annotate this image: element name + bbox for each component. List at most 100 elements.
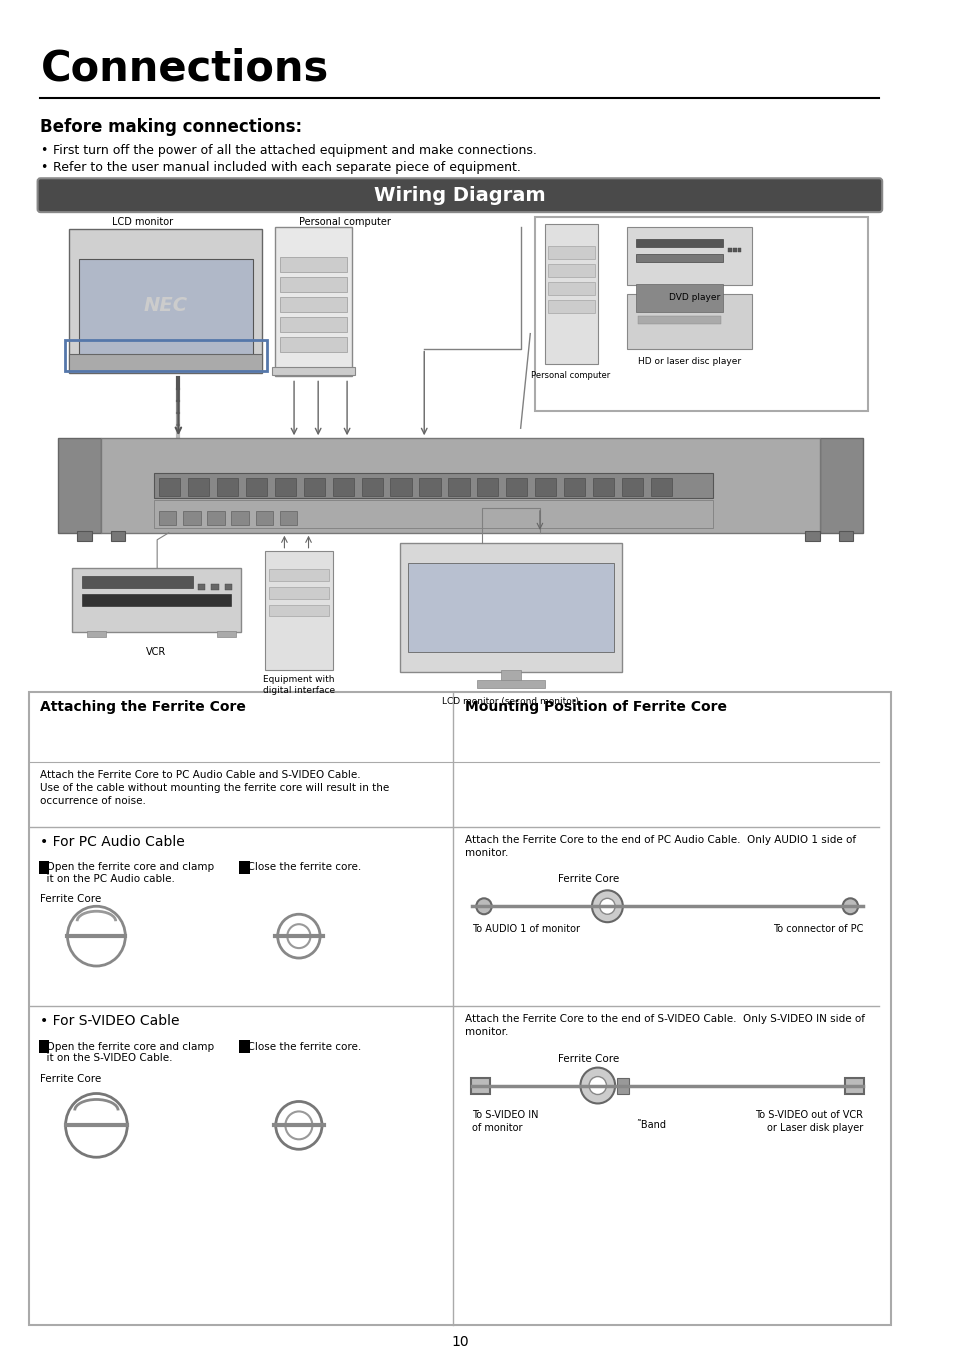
Bar	[246, 478, 267, 496]
Bar	[419, 478, 440, 496]
Bar	[77, 531, 91, 540]
Bar	[737, 249, 740, 253]
Text: LCD monitor: LCD monitor	[112, 218, 173, 227]
Bar	[819, 438, 862, 532]
Bar	[804, 531, 819, 540]
Bar	[638, 316, 720, 324]
Bar	[838, 531, 852, 540]
Bar	[65, 339, 267, 372]
Bar	[183, 511, 200, 524]
Bar	[265, 551, 333, 670]
Bar	[279, 257, 347, 272]
Text: Personal computer: Personal computer	[531, 372, 610, 381]
Bar	[82, 593, 232, 605]
Bar	[476, 478, 498, 496]
Bar	[72, 567, 241, 632]
Bar	[70, 230, 262, 373]
Text: First turn off the power of all the attached equipment and make connections.: First turn off the power of all the atta…	[53, 145, 537, 158]
Bar	[408, 562, 614, 653]
Bar	[272, 367, 355, 376]
Bar	[159, 478, 180, 496]
Bar	[232, 511, 249, 524]
Text: Attach the Ferrite Core to the end of S-VIDEO Cable.  Only S-VIDEO IN side of
mo: Attach the Ferrite Core to the end of S-…	[464, 1013, 863, 1038]
Text: To S-VIDEO IN
of monitor: To S-VIDEO IN of monitor	[472, 1111, 538, 1133]
Text: •: •	[40, 145, 48, 158]
Bar	[274, 478, 295, 496]
Text: 1: 1	[40, 1042, 48, 1051]
Bar	[650, 478, 671, 496]
Bar	[211, 584, 218, 589]
Bar	[470, 1078, 489, 1093]
Bar	[279, 277, 347, 292]
Bar	[727, 249, 731, 253]
Bar	[593, 478, 614, 496]
Bar	[547, 282, 595, 295]
Bar	[547, 263, 595, 277]
Bar	[216, 631, 236, 638]
Bar	[843, 1078, 863, 1093]
Circle shape	[476, 898, 491, 915]
Text: DVD player: DVD player	[668, 293, 720, 301]
Text: 2: 2	[241, 862, 248, 873]
Bar	[224, 584, 233, 589]
Circle shape	[841, 898, 857, 915]
Text: Mounting Position of Ferrite Core: Mounting Position of Ferrite Core	[464, 700, 726, 715]
Bar	[636, 254, 722, 262]
Bar	[636, 284, 722, 312]
Text: HD or laser disc player: HD or laser disc player	[638, 357, 740, 366]
Bar	[279, 297, 347, 312]
Bar	[101, 438, 819, 532]
Circle shape	[599, 898, 615, 915]
Text: Ferrite Core: Ferrite Core	[40, 1074, 102, 1084]
Bar	[544, 224, 598, 363]
Bar	[361, 478, 382, 496]
Bar	[29, 692, 890, 1324]
Text: • For S-VIDEO Cable: • For S-VIDEO Cable	[40, 1013, 180, 1028]
Circle shape	[589, 1077, 606, 1094]
Bar	[399, 543, 621, 673]
Bar	[216, 478, 238, 496]
Text: Close the ferrite core.: Close the ferrite core.	[241, 862, 361, 873]
Text: LCD monitor (second monitor): LCD monitor (second monitor)	[442, 697, 578, 707]
Bar	[636, 239, 722, 247]
Text: NEC: NEC	[144, 296, 188, 315]
Bar	[448, 478, 469, 496]
Bar	[279, 316, 347, 331]
Bar	[159, 511, 176, 524]
Text: To AUDIO 1 of monitor: To AUDIO 1 of monitor	[472, 924, 579, 934]
Bar	[535, 218, 867, 411]
Text: Attach the Ferrite Core to the end of PC Audio Cable.  Only AUDIO 1 side of
moni: Attach the Ferrite Core to the end of PC…	[464, 835, 855, 858]
Bar	[154, 473, 713, 499]
Bar	[279, 336, 347, 351]
Text: Ferrite Core: Ferrite Core	[40, 894, 102, 904]
Bar	[333, 478, 354, 496]
Text: Equipment with
digital interface: Equipment with digital interface	[262, 676, 335, 694]
Bar	[207, 511, 224, 524]
Bar	[154, 500, 713, 528]
Text: • For PC Audio Cable: • For PC Audio Cable	[40, 835, 185, 848]
Text: Open the ferrite core and clamp
  it on the PC Audio cable.: Open the ferrite core and clamp it on th…	[40, 862, 214, 884]
Bar	[535, 478, 556, 496]
Bar	[197, 584, 205, 589]
Bar	[255, 511, 273, 524]
Bar	[87, 631, 106, 638]
Bar	[58, 438, 101, 532]
Bar	[621, 478, 642, 496]
Bar	[269, 569, 329, 581]
Bar	[82, 576, 193, 588]
Bar	[303, 478, 325, 496]
Text: 2: 2	[241, 1042, 248, 1051]
Text: Close the ferrite core.: Close the ferrite core.	[241, 1042, 361, 1051]
Bar	[79, 259, 253, 358]
Text: Attaching the Ferrite Core: Attaching the Ferrite Core	[40, 700, 246, 715]
Circle shape	[592, 890, 622, 923]
Bar	[563, 478, 584, 496]
Bar	[547, 300, 595, 312]
Bar	[269, 604, 329, 616]
Bar	[269, 586, 329, 598]
Text: Open the ferrite core and clamp
  it on the S-VIDEO Cable.: Open the ferrite core and clamp it on th…	[40, 1042, 214, 1063]
Text: •: •	[40, 161, 48, 174]
Text: Connections: Connections	[40, 47, 329, 89]
Bar	[70, 354, 262, 372]
Bar	[547, 246, 595, 259]
